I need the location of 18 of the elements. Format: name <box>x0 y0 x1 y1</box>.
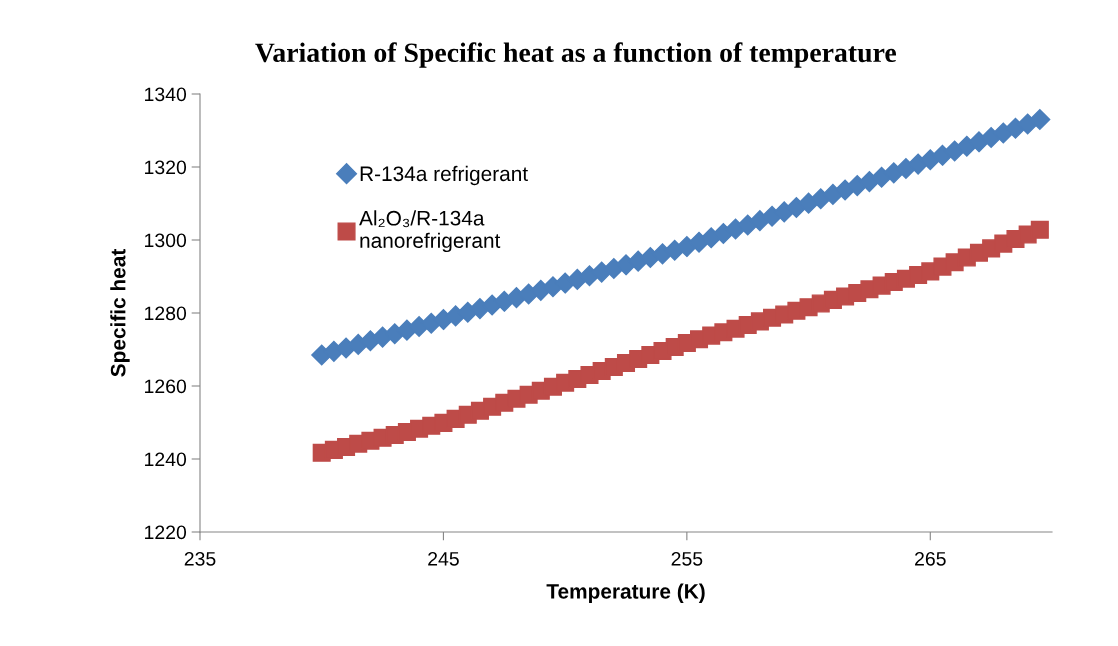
x-tick-label: 255 <box>671 551 703 566</box>
x-tick-label: 245 <box>428 551 459 566</box>
y-tick-label: 1280 <box>145 306 187 321</box>
legend-label: Al₂O₃/R-134a nanorefrigerant <box>359 210 501 253</box>
y-tick-label: 1300 <box>145 233 187 248</box>
point <box>1029 109 1051 131</box>
x-tick-label: 235 <box>184 551 216 566</box>
y-tick-label: 1220 <box>145 525 187 540</box>
y-axis-title: Specific heat <box>110 248 130 377</box>
y-tick-label: 1320 <box>145 160 187 175</box>
x-tick-label: 265 <box>915 551 946 566</box>
y-tick-label: 1240 <box>145 452 187 467</box>
point <box>1030 220 1049 239</box>
chart-title: Variation of Specific heat as a function of temperature <box>255 42 897 68</box>
legend-label: R-134a refrigerant <box>360 165 528 186</box>
y-tick-label: 1340 <box>145 87 187 102</box>
x-axis-title: Temperature (K) <box>546 583 705 603</box>
y-tick-label: 1260 <box>145 379 187 394</box>
